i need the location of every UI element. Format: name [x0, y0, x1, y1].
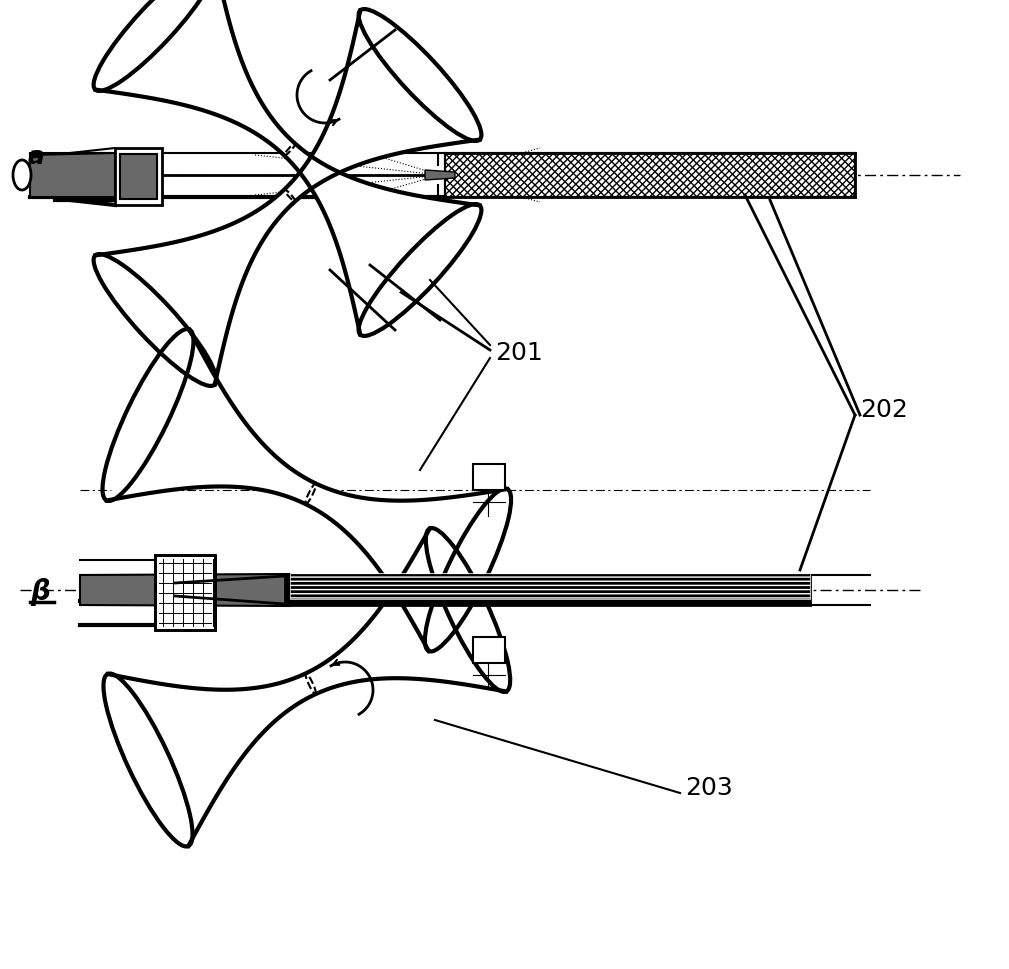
Text: β: β	[30, 578, 49, 606]
Ellipse shape	[13, 160, 31, 190]
Text: 202: 202	[860, 398, 908, 422]
Bar	[473, 464, 504, 490]
Polygon shape	[30, 153, 115, 197]
Polygon shape	[80, 574, 290, 606]
Bar	[290, 573, 810, 599]
Polygon shape	[425, 170, 455, 180]
Text: a: a	[28, 145, 44, 169]
Bar	[473, 637, 504, 663]
Bar	[445, 153, 855, 197]
Polygon shape	[107, 329, 508, 651]
Polygon shape	[95, 11, 479, 385]
Text: 203: 203	[685, 776, 733, 800]
Bar	[445, 153, 855, 197]
Text: 201: 201	[495, 341, 543, 365]
Bar	[155, 555, 215, 630]
Polygon shape	[108, 528, 507, 846]
Bar	[445, 153, 855, 197]
Bar	[120, 154, 157, 199]
Bar	[285, 575, 810, 605]
Bar	[115, 148, 162, 205]
Polygon shape	[95, 0, 479, 334]
